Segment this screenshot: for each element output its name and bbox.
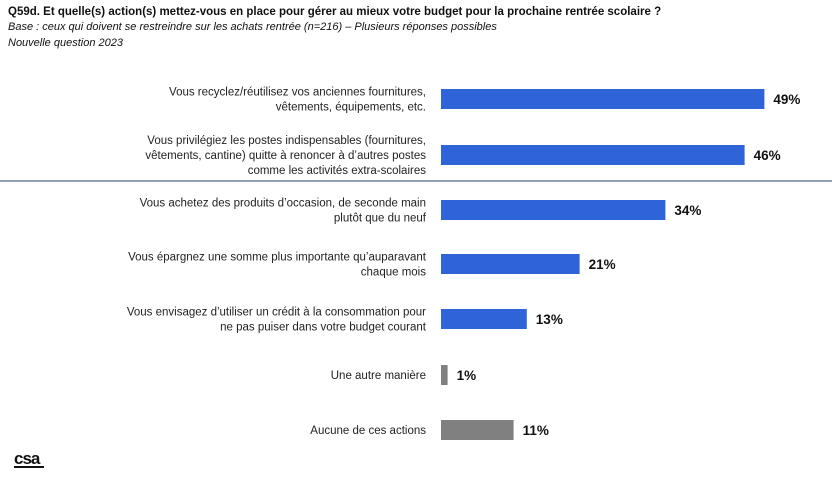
bar-5 [441, 309, 527, 329]
value-label-1: 49% [773, 92, 800, 107]
category-label-line: ne pas puiser dans votre budget courant [220, 322, 427, 334]
bar-1 [441, 89, 765, 109]
question-note: Nouvelle question 2023 [8, 37, 123, 49]
value-label-4: 21% [589, 257, 616, 272]
question-title: Q59d. Et quelle(s) action(s) mettez-vous… [8, 6, 662, 18]
bar-6 [441, 365, 448, 385]
category-label-line: Vous achetez des produits d’occasion, de… [140, 198, 426, 210]
bar-2 [441, 145, 745, 165]
category-label-line: Une autre manière [331, 370, 426, 382]
category-label-3: Vous achetez des produits d’occasion, de… [140, 198, 427, 225]
bar-4 [441, 254, 580, 274]
category-label-2: Vous privilégiez les postes indispensabl… [145, 135, 426, 177]
category-label-1: Vous recyclez/réutilisez vos anciennes f… [169, 87, 426, 114]
question-base: Base : ceux qui doivent se restreindre s… [8, 21, 497, 33]
category-label-line: Vous privilégiez les postes indispensabl… [147, 135, 426, 147]
value-label-6: 1% [457, 368, 477, 383]
csa-logo: csa [14, 449, 40, 468]
value-label-3: 34% [674, 203, 701, 218]
category-label-line: chaque mois [361, 267, 426, 279]
logo-underline [14, 466, 44, 468]
category-label-line: Vous envisagez d’utiliser un crédit à la… [127, 307, 426, 319]
bar-7 [441, 420, 514, 440]
value-label-7: 11% [523, 423, 549, 438]
bar-3 [441, 200, 666, 220]
category-label-line: comme les activités extra-scolaires [248, 165, 427, 177]
category-label-4: Vous épargnez une somme plus importante … [128, 252, 427, 279]
category-label-line: Aucune de ces actions [310, 425, 426, 437]
value-label-5: 13% [536, 312, 563, 327]
category-label-line: plutôt que du neuf [334, 213, 427, 225]
category-label-line: Vous épargnez une somme plus importante … [128, 252, 427, 264]
category-label-7: Aucune de ces actions [310, 425, 426, 437]
category-label-line: Vous recyclez/réutilisez vos anciennes f… [169, 87, 426, 99]
category-label-line: vêtements, équipements, etc. [276, 102, 426, 114]
category-label-5: Vous envisagez d’utiliser un crédit à la… [127, 307, 427, 334]
category-label-line: vêtements, cantine) quitte à renoncer à … [145, 150, 426, 162]
value-label-2: 46% [754, 148, 781, 163]
category-label-6: Une autre manière [331, 370, 426, 382]
